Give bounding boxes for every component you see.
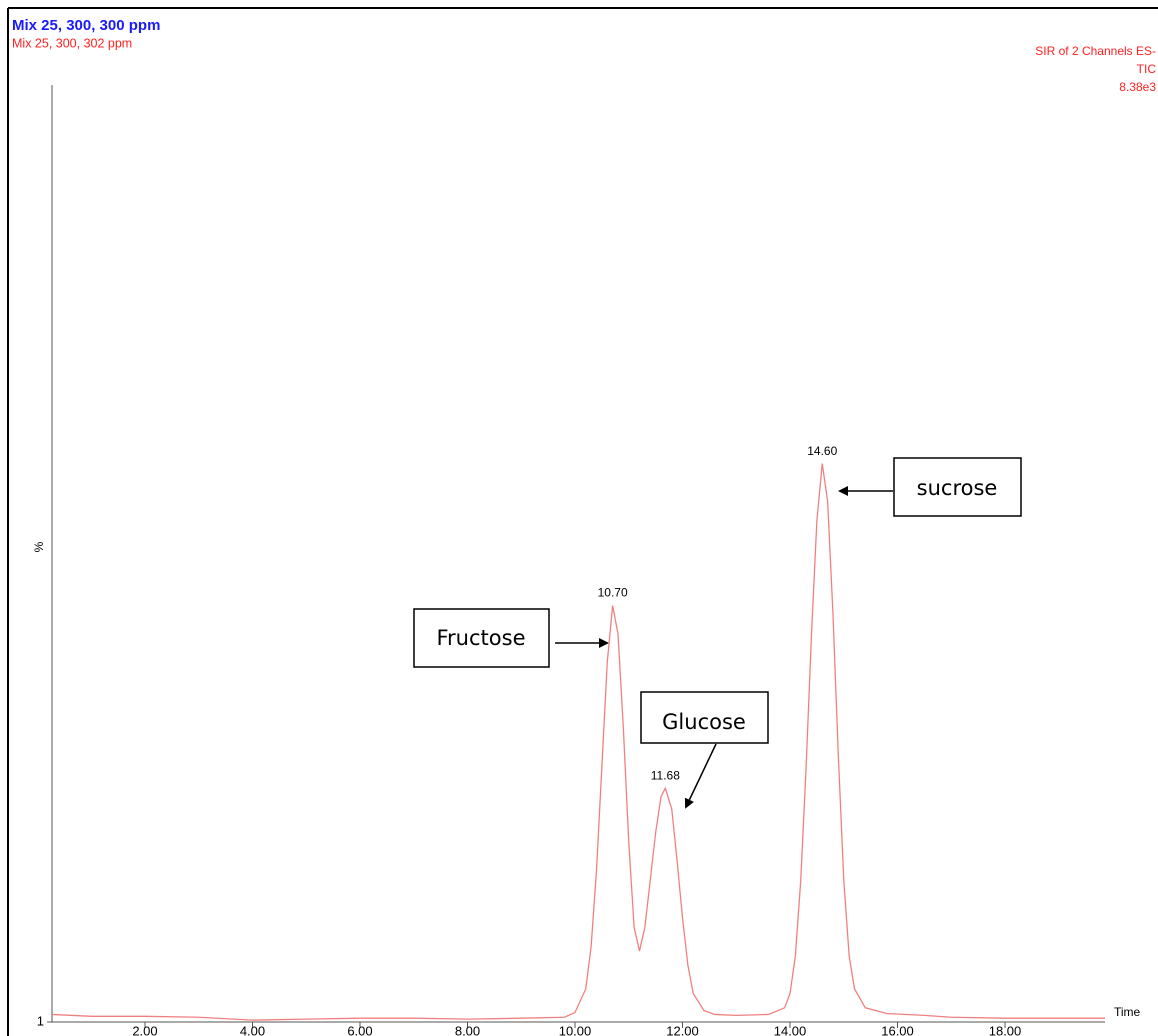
x-tick-label: 18.00 bbox=[989, 1023, 1022, 1036]
x-tick-label: 10.00 bbox=[559, 1023, 592, 1036]
x-tick-label: 2.00 bbox=[132, 1023, 157, 1036]
chart-subtitle: Mix 25, 300, 302 ppm bbox=[12, 36, 132, 50]
header-right: 8.38e3 bbox=[1119, 80, 1156, 94]
y-axis-label: % bbox=[32, 541, 46, 552]
peak-label: 11.68 bbox=[651, 768, 680, 782]
y-tick-label: 1 bbox=[37, 1013, 44, 1028]
annotation-box bbox=[413, 608, 550, 668]
x-tick-label: 12.00 bbox=[666, 1023, 699, 1036]
x-tick-label: 6.00 bbox=[347, 1023, 372, 1036]
arrow bbox=[684, 743, 717, 809]
peak-label: 14.60 bbox=[807, 444, 837, 458]
x-tick-label: 8.00 bbox=[455, 1023, 480, 1036]
annotation: sucrose bbox=[917, 476, 998, 500]
x-tick-label: 4.00 bbox=[240, 1023, 265, 1036]
header-right: TIC bbox=[1137, 62, 1157, 76]
trace bbox=[51, 463, 1105, 1021]
peak-label: 10.70 bbox=[598, 586, 628, 600]
x-tick-label: 14.00 bbox=[774, 1023, 807, 1036]
annotation-box bbox=[640, 691, 769, 744]
annotation: Fructose bbox=[437, 626, 526, 650]
header-right: SIR of 2 Channels ES- bbox=[1035, 44, 1156, 58]
x-tick-label: 16.00 bbox=[881, 1023, 914, 1036]
x-axis-label: Time bbox=[1114, 1005, 1141, 1019]
chart-title: Mix 25, 300, 300 ppm bbox=[12, 17, 160, 34]
annotation-box bbox=[893, 457, 1022, 517]
annotation: Glucose bbox=[662, 710, 746, 734]
